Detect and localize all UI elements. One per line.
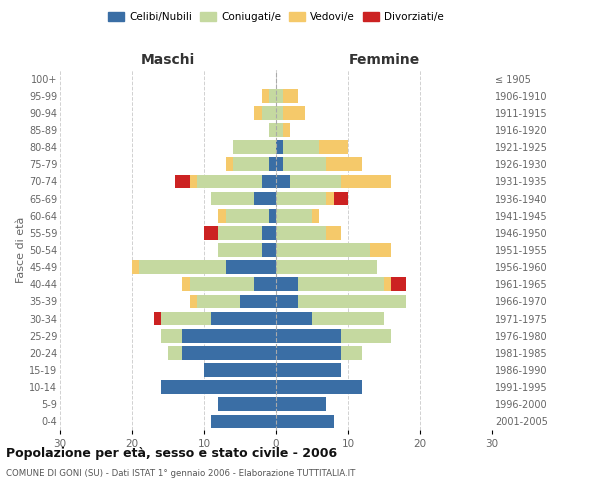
Bar bbox=[262, 89, 269, 102]
Bar bbox=[154, 312, 161, 326]
Bar bbox=[139, 260, 226, 274]
Bar bbox=[276, 209, 312, 222]
Bar bbox=[283, 106, 305, 120]
Legend: Celibi/Nubili, Coniugati/e, Vedovi/e, Divorziati/e: Celibi/Nubili, Coniugati/e, Vedovi/e, Di… bbox=[104, 8, 448, 26]
Bar bbox=[161, 380, 276, 394]
Bar bbox=[370, 243, 391, 257]
Text: COMUNE DI GONI (SU) - Dati ISTAT 1° gennaio 2006 - Elaborazione TUTTITALIA.IT: COMUNE DI GONI (SU) - Dati ISTAT 1° genn… bbox=[6, 469, 355, 478]
Bar bbox=[298, 294, 406, 308]
Bar bbox=[326, 192, 334, 205]
Bar bbox=[204, 363, 276, 377]
Bar bbox=[276, 414, 334, 428]
Bar bbox=[341, 329, 391, 342]
Bar bbox=[182, 278, 190, 291]
Bar bbox=[233, 140, 276, 154]
Bar bbox=[276, 380, 362, 394]
Bar bbox=[233, 158, 269, 171]
Bar bbox=[190, 174, 197, 188]
Bar bbox=[262, 226, 276, 239]
Bar bbox=[391, 278, 406, 291]
Bar bbox=[276, 294, 298, 308]
Bar bbox=[204, 226, 218, 239]
Bar bbox=[283, 158, 326, 171]
Bar bbox=[269, 158, 276, 171]
Bar bbox=[312, 312, 384, 326]
Bar bbox=[182, 346, 276, 360]
Bar bbox=[182, 329, 276, 342]
Bar bbox=[276, 398, 326, 411]
Bar bbox=[218, 243, 262, 257]
Bar bbox=[290, 174, 341, 188]
Text: Femmine: Femmine bbox=[349, 52, 419, 66]
Bar bbox=[384, 278, 391, 291]
Bar bbox=[276, 174, 290, 188]
Bar bbox=[276, 140, 283, 154]
Text: Maschi: Maschi bbox=[141, 52, 195, 66]
Bar bbox=[326, 158, 362, 171]
Bar bbox=[276, 260, 377, 274]
Bar bbox=[276, 123, 283, 137]
Bar bbox=[341, 174, 391, 188]
Bar bbox=[190, 278, 254, 291]
Bar bbox=[175, 174, 190, 188]
Bar bbox=[269, 123, 276, 137]
Bar bbox=[276, 243, 370, 257]
Bar bbox=[218, 226, 262, 239]
Bar bbox=[254, 106, 262, 120]
Bar bbox=[334, 192, 348, 205]
Bar bbox=[283, 123, 290, 137]
Bar bbox=[276, 226, 326, 239]
Bar bbox=[276, 89, 283, 102]
Bar bbox=[319, 140, 348, 154]
Bar bbox=[161, 329, 182, 342]
Bar bbox=[262, 243, 276, 257]
Bar bbox=[254, 192, 276, 205]
Bar bbox=[197, 294, 240, 308]
Bar bbox=[226, 158, 233, 171]
Bar bbox=[276, 158, 283, 171]
Bar bbox=[218, 209, 226, 222]
Bar bbox=[276, 278, 298, 291]
Bar bbox=[211, 312, 276, 326]
Bar bbox=[168, 346, 182, 360]
Bar bbox=[276, 363, 341, 377]
Bar bbox=[276, 346, 341, 360]
Bar bbox=[283, 140, 319, 154]
Bar bbox=[276, 329, 341, 342]
Bar bbox=[276, 106, 283, 120]
Text: Popolazione per età, sesso e stato civile - 2006: Popolazione per età, sesso e stato civil… bbox=[6, 448, 337, 460]
Bar bbox=[218, 398, 276, 411]
Bar bbox=[254, 278, 276, 291]
Bar bbox=[262, 174, 276, 188]
Bar bbox=[298, 278, 384, 291]
Bar bbox=[283, 89, 298, 102]
Bar bbox=[312, 209, 319, 222]
Bar bbox=[211, 414, 276, 428]
Bar bbox=[190, 294, 197, 308]
Bar bbox=[132, 260, 139, 274]
Bar bbox=[276, 192, 326, 205]
Bar bbox=[269, 89, 276, 102]
Bar bbox=[326, 226, 341, 239]
Bar bbox=[269, 209, 276, 222]
Bar bbox=[197, 174, 262, 188]
Bar bbox=[226, 209, 269, 222]
Bar bbox=[211, 192, 254, 205]
Bar bbox=[161, 312, 211, 326]
Bar bbox=[276, 312, 312, 326]
Y-axis label: Fasce di età: Fasce di età bbox=[16, 217, 26, 283]
Bar bbox=[262, 106, 276, 120]
Bar bbox=[341, 346, 362, 360]
Bar bbox=[226, 260, 276, 274]
Bar bbox=[240, 294, 276, 308]
